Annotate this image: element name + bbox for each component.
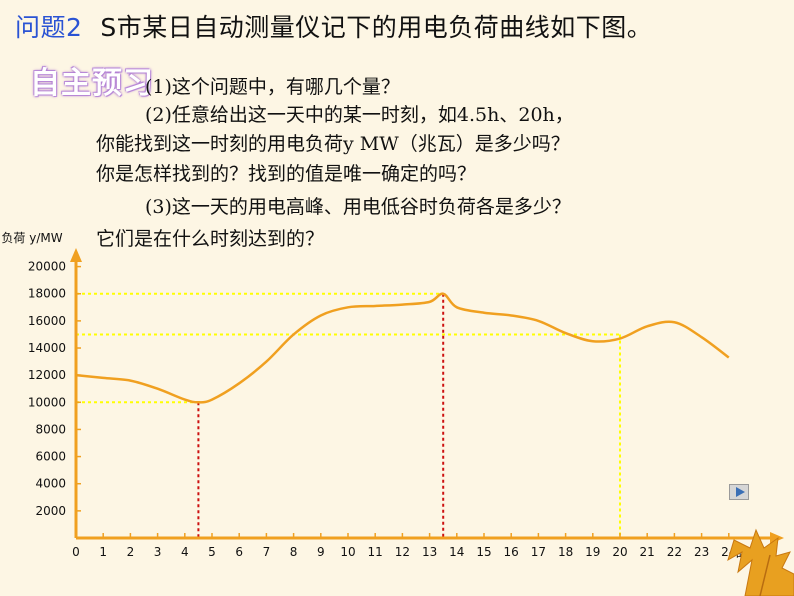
question-2-line-2: 你能找到这一时刻的用电负荷y MW（兆瓦）是多少吗？ — [96, 133, 570, 155]
x-tick-label: 19 — [585, 545, 600, 559]
x-tick-label: 4 — [181, 545, 189, 559]
x-tick-label: 20 — [612, 545, 627, 559]
y-tick-label: 20000 — [28, 260, 66, 274]
y-tick-label: 10000 — [28, 395, 66, 409]
x-tick-label: 22 — [667, 545, 682, 559]
play-icon — [736, 487, 745, 497]
y-tick-label: 12000 — [28, 368, 66, 382]
problem-label: 问题2 — [15, 13, 83, 42]
x-tick-label: 5 — [208, 545, 216, 559]
y-axis-label: 负荷 y/MW — [1, 231, 62, 245]
x-tick-label: 0 — [72, 545, 80, 559]
y-tick-label: 4000 — [35, 477, 66, 491]
question-1: (1)这个问题中，有哪几个量？ — [145, 76, 400, 98]
y-tick-label: 16000 — [28, 314, 66, 328]
slide-title: 问题2 S市某日自动测量仪记下的用电负荷曲线如下图。 — [15, 8, 652, 44]
question-3-line-1: (3)这一天的用电高峰、用电低谷时负荷各是多少？ — [145, 196, 571, 218]
x-tick-label: 23 — [694, 545, 709, 559]
x-tick-label: 15 — [476, 545, 491, 559]
x-tick-label: 16 — [504, 545, 519, 559]
y-tick-label: 6000 — [35, 450, 66, 464]
x-tick-label: 17 — [531, 545, 546, 559]
problem-text: S市某日自动测量仪记下的用电负荷曲线如下图。 — [100, 13, 653, 42]
x-tick-label: 14 — [449, 545, 464, 559]
x-tick-label: 1 — [99, 545, 107, 559]
y-axis-arrow — [70, 248, 82, 262]
x-tick-label: 2 — [127, 545, 135, 559]
question-2-line-3: 你是怎样找到的？找到的值是唯一确定的吗？ — [96, 163, 477, 185]
x-axis-arrow — [770, 532, 784, 544]
x-tick-label: 6 — [235, 545, 243, 559]
x-tick-label: 21 — [640, 545, 655, 559]
self-study-badge: 自主预习 — [30, 66, 154, 101]
x-tick-label: 24 — [721, 545, 736, 559]
question-3-line-2: 它们是在什么时刻达到的？ — [96, 228, 325, 250]
y-tick-label: 18000 — [28, 287, 66, 301]
x-tick-label: 9 — [317, 545, 325, 559]
x-tick-label: 11 — [368, 545, 383, 559]
y-tick-label: 14000 — [28, 341, 66, 355]
y-tick-label: 2000 — [35, 504, 66, 518]
x-tick-label: 3 — [154, 545, 162, 559]
x-tick-label: 13 — [422, 545, 437, 559]
x-tick-label: 10 — [340, 545, 355, 559]
question-2-line-1: (2)任意给出这一天中的某一时刻，如4.5h、20h， — [145, 104, 574, 126]
y-tick-label: 8000 — [35, 422, 66, 436]
load-curve-line — [75, 292, 730, 404]
x-tick-label: 7 — [263, 545, 271, 559]
next-slide-button[interactable] — [729, 484, 749, 500]
x-tick-label: 8 — [290, 545, 298, 559]
x-axis-label: 时间t/h — [736, 547, 776, 561]
x-tick-label: 18 — [558, 545, 573, 559]
x-tick-label: 12 — [395, 545, 410, 559]
